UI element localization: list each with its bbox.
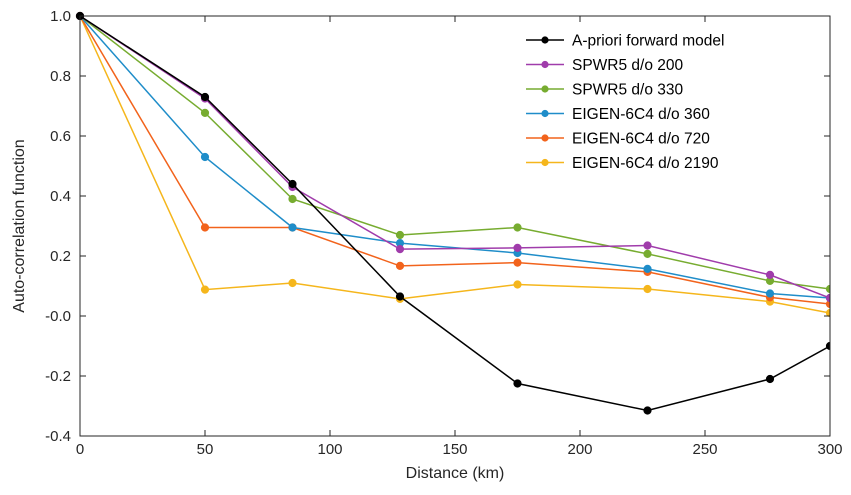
data-point [765, 374, 775, 384]
x-tick-label: 200 [567, 441, 592, 458]
x-axis-label: Distance (km) [406, 465, 505, 482]
series-line [79, 15, 830, 305]
series-line [79, 15, 830, 299]
data-point [825, 293, 830, 303]
data-point [513, 379, 522, 388]
series-layer [75, 11, 830, 415]
y-tick-label: 1.0 [50, 8, 71, 25]
data-point [395, 245, 405, 254]
data-point [200, 223, 210, 232]
x-tick-label: 250 [692, 441, 717, 458]
x-tick-label: 50 [197, 441, 214, 458]
data-point [643, 284, 652, 294]
y-axis-label: Auto-correlation function [11, 139, 28, 312]
data-point [200, 285, 210, 294]
data-point [765, 289, 775, 298]
data-point [825, 284, 830, 294]
y-tick-label: -0.0 [45, 308, 71, 325]
y-tick-label: 0.2 [50, 248, 71, 265]
legend: A-priori forward model SPWR5 d/o 200 SPWR5… [518, 24, 818, 179]
data-point [513, 243, 522, 252]
legend-label: SPWR5 d/o 330 [572, 82, 684, 99]
data-point [643, 264, 652, 273]
ticks-layer: 0 50 100 150 200 250 300 -0.4 -0.2 -0.0 0.2 0.4 0.6 0… [45, 8, 842, 458]
legend-label: A-priori forward model [572, 33, 724, 50]
data-point [200, 92, 210, 102]
series-line [79, 15, 830, 290]
legend-swatch-marker [541, 85, 549, 93]
x-tick-label: 300 [817, 441, 842, 458]
data-point [288, 179, 297, 189]
x-tick-label: 0 [76, 441, 84, 458]
data-point [825, 308, 830, 318]
data-point [643, 241, 652, 250]
legend-label: EIGEN-6C4 d/o 360 [572, 106, 710, 123]
series-line [79, 15, 830, 314]
data-point [288, 223, 297, 232]
data-point [395, 292, 405, 301]
legend-label: SPWR5 d/o 200 [572, 57, 684, 74]
legend-item: A-priori forward model [526, 33, 724, 50]
data-point [825, 299, 830, 309]
legend-swatch-marker [541, 36, 549, 44]
data-point [513, 280, 522, 289]
legend-item: EIGEN-6C4 d/o 720 [526, 131, 710, 148]
data-point [288, 278, 297, 288]
legend-box [518, 24, 818, 179]
legend-item: EIGEN-6C4 d/o 2190 [526, 155, 719, 172]
y-tick-label: -0.2 [45, 368, 71, 385]
y-tick-label: 0.8 [50, 68, 71, 85]
y-tick-label: 0.6 [50, 128, 71, 145]
data-point [513, 223, 522, 232]
data-point [395, 261, 405, 270]
data-point [825, 341, 830, 351]
legend-swatch-marker [541, 158, 549, 167]
x-tick-label: 150 [442, 441, 467, 458]
legend-swatch-marker [541, 109, 549, 118]
data-point [643, 406, 652, 415]
data-point [643, 249, 652, 258]
legend-label: EIGEN-6C4 d/o 2190 [572, 155, 719, 172]
legend-swatch-marker [541, 134, 549, 142]
series-line [79, 15, 830, 412]
legend-item: EIGEN-6C4 d/o 360 [526, 106, 710, 123]
data-point [395, 230, 405, 240]
data-point [200, 108, 210, 118]
legend-swatch-marker [541, 60, 549, 69]
y-tick-label: 0.4 [50, 188, 71, 205]
data-point [288, 194, 297, 204]
data-point [513, 258, 522, 267]
legend-label: EIGEN-6C4 d/o 720 [572, 131, 710, 148]
x-tick-label: 100 [317, 441, 342, 458]
y-tick-label: -0.4 [45, 428, 71, 445]
data-point [200, 152, 210, 162]
legend-item: SPWR5 d/o 330 [526, 82, 684, 99]
data-point [765, 270, 775, 279]
legend-item: SPWR5 d/o 200 [526, 57, 684, 74]
